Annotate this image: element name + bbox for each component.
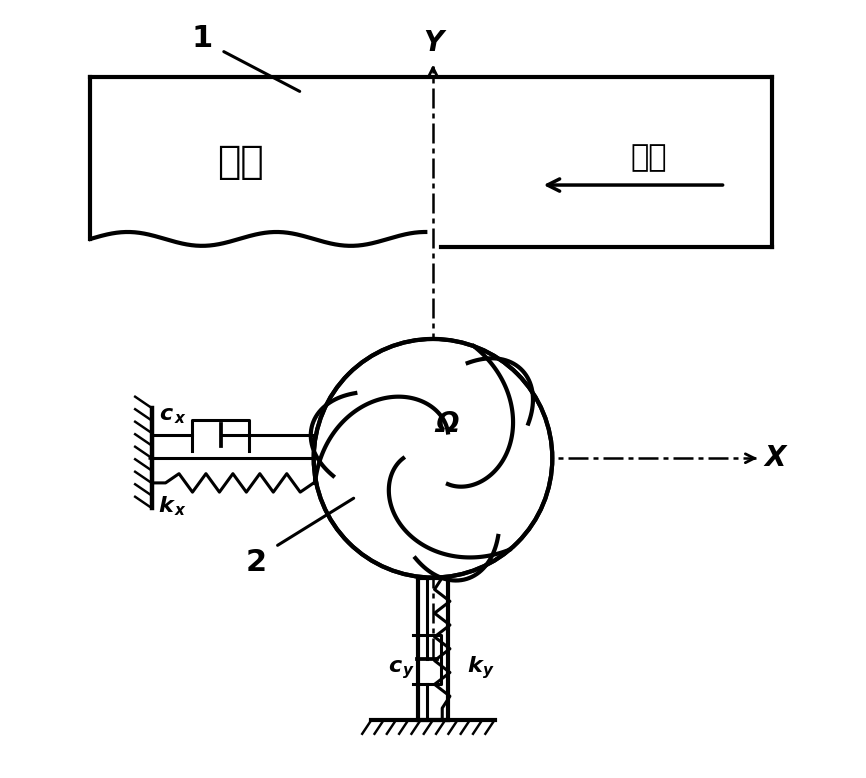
Text: y: y [404,663,413,678]
Text: 2: 2 [245,548,267,576]
Text: y: y [483,663,494,678]
Text: k: k [158,496,173,516]
Text: 1: 1 [191,24,213,54]
Text: Y: Y [423,29,443,57]
Text: x: x [175,411,184,426]
Text: x: x [175,503,184,518]
Text: X: X [765,444,786,472]
Text: Ω: Ω [435,410,459,438]
Text: c: c [388,656,401,676]
Text: 工件: 工件 [217,143,264,181]
Circle shape [313,339,553,577]
Text: c: c [159,404,172,424]
Text: 进给: 进给 [630,144,667,173]
Text: k: k [467,656,482,676]
